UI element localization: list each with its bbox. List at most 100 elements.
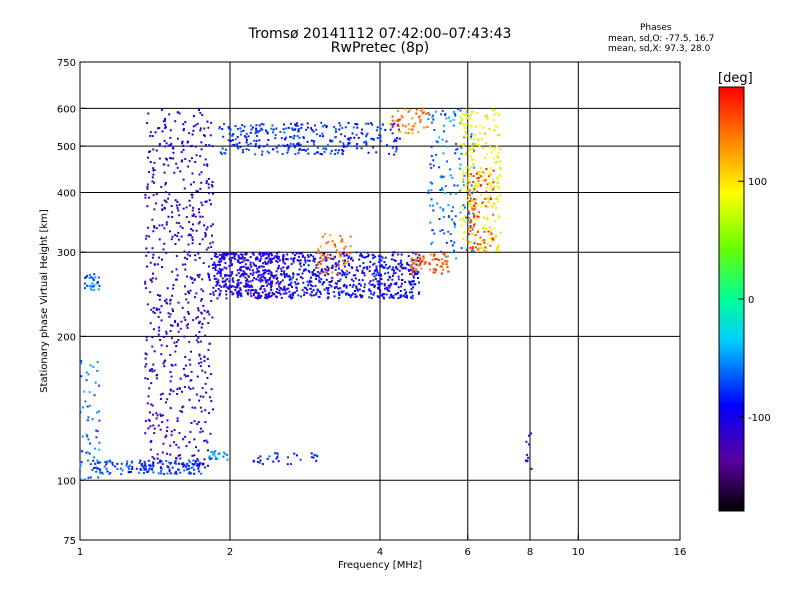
data-point <box>283 145 286 148</box>
data-point <box>169 329 172 332</box>
data-point <box>310 284 313 287</box>
data-point <box>327 273 330 276</box>
phases-x-mode: mean, sd,X: 97.3, 28.0 <box>608 44 711 54</box>
data-point <box>299 262 302 265</box>
data-point <box>282 128 285 131</box>
data-point <box>138 461 141 464</box>
data-point <box>195 446 198 449</box>
data-point <box>151 277 154 280</box>
data-point <box>81 406 84 409</box>
data-point <box>158 298 161 301</box>
data-point <box>164 145 167 148</box>
data-point <box>467 116 470 119</box>
data-point <box>365 255 368 258</box>
data-point <box>312 141 315 144</box>
data-point <box>350 256 353 259</box>
data-point <box>493 161 496 164</box>
data-point <box>268 269 271 272</box>
data-point <box>174 363 177 366</box>
data-point <box>91 418 94 421</box>
data-point <box>486 118 489 121</box>
data-point <box>481 138 484 141</box>
data-point <box>214 267 217 270</box>
data-point <box>305 287 308 290</box>
data-point <box>232 256 235 259</box>
data-point <box>419 121 422 124</box>
data-point <box>489 197 492 200</box>
data-point <box>294 144 297 147</box>
data-point <box>290 122 293 125</box>
data-point <box>147 418 150 421</box>
data-point <box>241 124 244 127</box>
data-point <box>221 147 224 150</box>
data-point <box>235 253 238 256</box>
data-point <box>256 270 259 273</box>
data-point <box>234 288 237 291</box>
data-point <box>445 263 448 266</box>
data-point <box>453 184 456 187</box>
data-point <box>491 228 494 231</box>
data-point <box>87 476 90 479</box>
data-point <box>210 234 213 237</box>
data-point <box>429 163 432 166</box>
data-point <box>221 253 224 256</box>
data-point <box>203 458 206 461</box>
data-point <box>465 117 468 120</box>
data-point <box>146 265 149 268</box>
data-point <box>364 122 367 125</box>
data-point <box>92 285 95 288</box>
data-point <box>172 310 175 313</box>
data-point <box>431 121 434 124</box>
data-point <box>401 266 404 269</box>
data-point <box>147 427 150 430</box>
data-point <box>161 224 164 227</box>
data-point <box>295 122 298 125</box>
data-point <box>371 273 374 276</box>
data-point <box>304 261 307 264</box>
data-point <box>211 451 214 454</box>
data-point <box>79 362 82 365</box>
data-point <box>79 462 82 465</box>
data-point <box>483 239 486 242</box>
data-point <box>188 471 191 474</box>
data-point <box>249 256 252 259</box>
data-point <box>172 157 175 160</box>
data-point <box>248 285 251 288</box>
data-point <box>194 161 197 164</box>
data-point <box>243 259 246 262</box>
data-point <box>199 129 202 132</box>
data-point <box>264 260 267 263</box>
data-point <box>144 352 147 355</box>
data-point <box>496 178 499 181</box>
data-point <box>428 262 431 265</box>
data-point <box>224 275 227 278</box>
data-point <box>144 462 147 465</box>
data-point <box>186 253 189 256</box>
data-point <box>153 350 156 353</box>
data-point <box>474 125 477 128</box>
data-point <box>185 298 188 301</box>
data-point <box>207 272 210 275</box>
data-point <box>274 452 277 455</box>
data-point <box>348 138 351 141</box>
data-point <box>250 128 253 131</box>
data-point <box>438 217 441 220</box>
data-point <box>290 263 293 266</box>
data-point <box>530 432 533 435</box>
data-point <box>323 288 326 291</box>
data-point <box>246 291 249 294</box>
data-point <box>222 255 225 258</box>
data-point <box>349 284 352 287</box>
data-point <box>158 256 161 259</box>
data-point <box>219 151 222 154</box>
data-point <box>94 447 97 450</box>
data-point <box>152 230 155 233</box>
data-point <box>410 273 413 276</box>
data-point <box>298 148 301 151</box>
data-point <box>160 319 163 322</box>
data-point <box>415 108 418 111</box>
data-point <box>200 311 203 314</box>
data-point <box>371 123 374 126</box>
data-point <box>103 465 106 468</box>
data-point <box>216 283 219 286</box>
